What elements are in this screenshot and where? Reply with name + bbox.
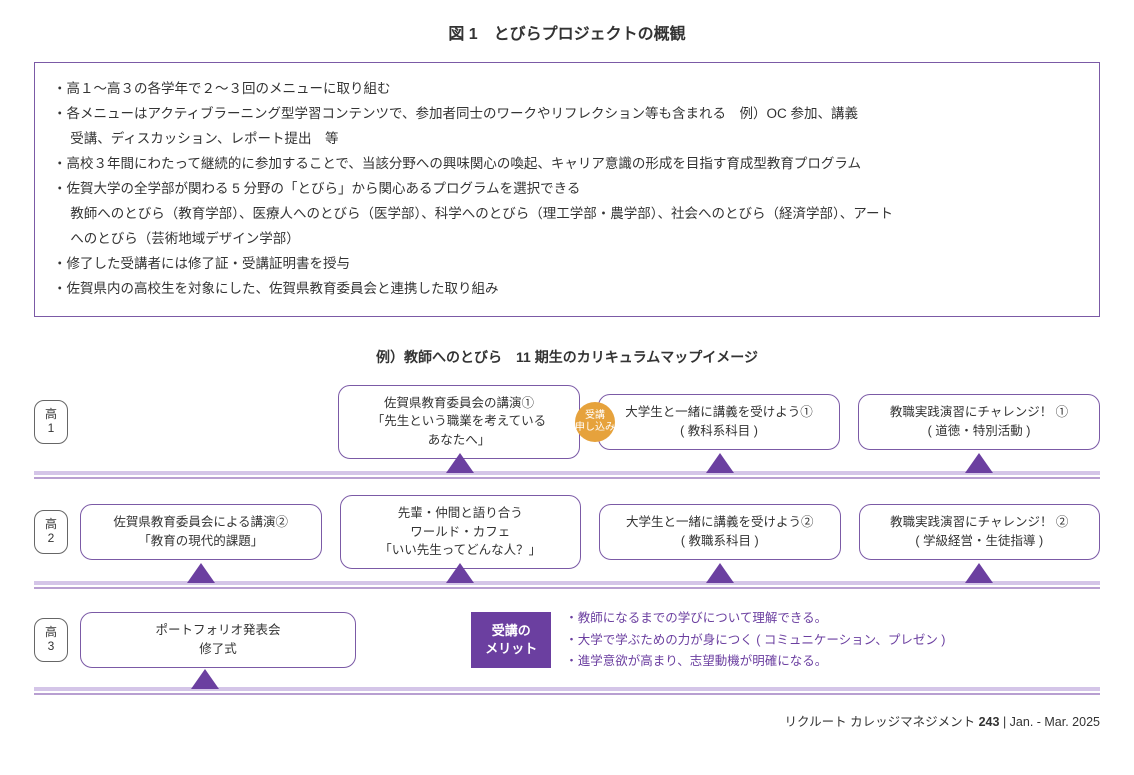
overview-line: ・各メニューはアクティブラーニング型学習コンテンツで、参加者同士のワークやリフレ… — [53, 102, 1081, 127]
triangle-icon — [965, 563, 993, 583]
badge-line: 申し込み — [575, 422, 615, 434]
card-line: 先輩・仲間と語り合う — [357, 504, 565, 523]
merit-block: 受講の メリット ・教師になるまでの学びについて理解できる。 ・大学で学ぶための… — [374, 608, 1100, 672]
card-line: ポートフォリオ発表会 — [97, 621, 339, 640]
card-line: 教職実践演習にチャレンジ！ ① — [875, 403, 1083, 422]
curriculum-card: 佐賀県教育委員会による講演② 「教育の現代的課題」 — [80, 504, 322, 560]
card-line: ( 教科系科目 ) — [615, 422, 823, 441]
card-line: 教職実践演習にチャレンジ！ ② — [876, 513, 1084, 532]
map-row: 高 1 佐賀県教育委員会の講演① 「先生という職業を考えている あなたへ」 受講… — [34, 385, 1100, 485]
grade-top: 高 — [45, 626, 57, 640]
grade-num: 2 — [48, 532, 55, 546]
card-line: ( 学級経営・生徒指導 ) — [876, 532, 1084, 551]
merit-item: ・教師になるまでの学びについて理解できる。 — [565, 608, 945, 629]
map-row: 高 3 ポートフォリオ発表会 修了式 受講の メリット ・教師になるまでの学びに… — [34, 605, 1100, 701]
overview-line: ・佐賀県内の高校生を対象にした、佐賀県教育委員会と連携した取り組み — [53, 277, 1081, 302]
overview-box: ・高１～高３の各学年で２～３回のメニューに取り組む ・各メニューはアクティブラー… — [34, 62, 1100, 317]
grade-top: 高 — [45, 408, 57, 422]
card-line: ( 道徳・特別活動 ) — [875, 422, 1083, 441]
curriculum-card: 佐賀県教育委員会の講演① 「先生という職業を考えている あなたへ」 — [338, 385, 580, 459]
timeline-bar — [34, 477, 1100, 479]
grade-num: 1 — [48, 422, 55, 436]
overview-line: 教師へのとびら（教育学部）、医療人へのとびら（医学部）、科学へのとびら（理工学部… — [53, 202, 1081, 227]
overview-line: ・高１～高３の各学年で２～３回のメニューに取り組む — [53, 77, 1081, 102]
map-row: 高 2 佐賀県教育委員会による講演② 「教育の現代的課題」 先輩・仲間と語り合う… — [34, 495, 1100, 595]
curriculum-card: ポートフォリオ発表会 修了式 — [80, 612, 356, 668]
grade-badge: 高 1 — [34, 400, 68, 444]
timeline — [34, 461, 1100, 485]
curriculum-card: 教職実践演習にチャレンジ！ ② ( 学級経営・生徒指導 ) — [859, 504, 1101, 560]
overview-line: ・修了した受講者には修了証・受講証明書を授与 — [53, 252, 1081, 277]
card-line: ( 教職系科目 ) — [616, 532, 824, 551]
overview-line: ・佐賀大学の全学部が関わる 5 分野の「とびら」から関心あるプログラムを選択でき… — [53, 177, 1081, 202]
grade-top: 高 — [45, 518, 57, 532]
curriculum-card: 先輩・仲間と語り合う ワールド・カフェ 「いい先生ってどんな人？」 — [340, 495, 582, 569]
timeline — [34, 677, 1100, 701]
figure-title: 図 1 とびらプロジェクトの概観 — [20, 20, 1114, 44]
card-line: 大学生と一緒に講義を受けよう① — [615, 403, 823, 422]
card-line: ワールド・カフェ — [357, 523, 565, 542]
grade-num: 3 — [48, 640, 55, 654]
badge-line: 受講 — [585, 410, 605, 422]
grade-badge: 高 3 — [34, 618, 68, 662]
card-line: 大学生と一緒に講義を受けよう② — [616, 513, 824, 532]
card-line: 佐賀県教育委員会の講演① — [355, 394, 563, 413]
timeline-bar — [34, 693, 1100, 695]
overview-line: 受講、ディスカッション、レポート提出 等 — [53, 127, 1081, 152]
triangle-icon — [965, 453, 993, 473]
timeline — [34, 571, 1100, 595]
footer-text: | Jan. - Mar. 2025 — [999, 715, 1100, 729]
card-line: あなたへ」 — [355, 431, 563, 450]
grade-badge: 高 2 — [34, 510, 68, 554]
triangle-icon — [706, 453, 734, 473]
triangle-icon — [446, 453, 474, 473]
merit-label-line: メリット — [485, 641, 537, 656]
merit-list: ・教師になるまでの学びについて理解できる。 ・大学で学ぶための力が身につく ( … — [565, 608, 945, 672]
triangle-icon — [446, 563, 474, 583]
card-line: 「教育の現代的課題」 — [97, 532, 305, 551]
timeline-bar — [34, 587, 1100, 589]
footer-text: リクルート カレッジマネジメント — [785, 715, 979, 729]
card-line: 「いい先生ってどんな人？」 — [357, 541, 565, 560]
curriculum-card: 受講 申し込み 大学生と一緒に講義を受けよう① ( 教科系科目 ) — [598, 394, 840, 450]
triangle-icon — [191, 669, 219, 689]
card-empty — [80, 397, 320, 447]
apply-badge: 受講 申し込み — [575, 402, 615, 442]
footer-issue-num: 243 — [979, 715, 1000, 729]
overview-line: へのとびら（芸術地域デザイン学部） — [53, 227, 1081, 252]
curriculum-subtitle: 例）教師へのとびら 11 期生のカリキュラムマップイメージ — [20, 347, 1114, 367]
merit-label-line: 受講の — [492, 623, 531, 638]
triangle-icon — [187, 563, 215, 583]
curriculum-card: 教職実践演習にチャレンジ！ ① ( 道徳・特別活動 ) — [858, 394, 1100, 450]
merit-label: 受講の メリット — [471, 612, 551, 668]
triangle-icon — [706, 563, 734, 583]
curriculum-map: 高 1 佐賀県教育委員会の講演① 「先生という職業を考えている あなたへ」 受講… — [34, 385, 1100, 702]
card-line: 修了式 — [97, 640, 339, 659]
card-line: 「先生という職業を考えている — [355, 412, 563, 431]
page-footer: リクルート カレッジマネジメント 243 | Jan. - Mar. 2025 — [20, 711, 1100, 730]
curriculum-card: 大学生と一緒に講義を受けよう② ( 教職系科目 ) — [599, 504, 841, 560]
merit-item: ・大学で学ぶための力が身につく ( コミュニケーション、プレゼン ) — [565, 630, 945, 651]
overview-line: ・高校３年間にわたって継続的に参加することで、当該分野への興味関心の喚起、キャリ… — [53, 152, 1081, 177]
card-line: 佐賀県教育委員会による講演② — [97, 513, 305, 532]
